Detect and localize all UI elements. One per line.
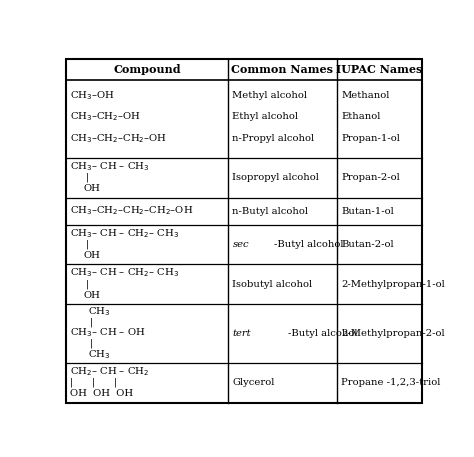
Text: -Butyl alcohol: -Butyl alcohol xyxy=(274,240,344,249)
Text: n-Butyl alcohol: n-Butyl alcohol xyxy=(232,207,309,216)
Text: Butan-2-ol: Butan-2-ol xyxy=(341,240,394,249)
Text: IUPAC Names: IUPAC Names xyxy=(336,64,423,75)
Text: Propan-2-ol: Propan-2-ol xyxy=(341,173,400,182)
Text: |: | xyxy=(90,318,93,327)
Text: Glycerol: Glycerol xyxy=(232,378,275,387)
Text: CH$_3$–OH: CH$_3$–OH xyxy=(70,89,115,102)
Text: OH: OH xyxy=(84,251,101,260)
Text: |      |      |: | | | xyxy=(70,378,118,388)
Text: 2-Methylpropan-1-ol: 2-Methylpropan-1-ol xyxy=(341,280,445,289)
Text: |: | xyxy=(90,339,93,348)
Text: Methyl alcohol: Methyl alcohol xyxy=(232,91,308,100)
Text: CH$_3$: CH$_3$ xyxy=(88,305,110,318)
Text: Compound: Compound xyxy=(113,64,181,75)
Text: |: | xyxy=(86,173,89,182)
Text: sec: sec xyxy=(232,240,249,249)
Text: |: | xyxy=(86,240,89,250)
Text: CH$_3$– CH – CH$_2$– CH$_3$: CH$_3$– CH – CH$_2$– CH$_3$ xyxy=(70,227,179,239)
Text: Butan-1-ol: Butan-1-ol xyxy=(341,207,394,216)
Text: Ethanol: Ethanol xyxy=(341,112,381,122)
Text: Common Names: Common Names xyxy=(231,64,333,75)
Text: Ethyl alcohol: Ethyl alcohol xyxy=(232,112,299,122)
Text: Isopropyl alcohol: Isopropyl alcohol xyxy=(232,173,319,182)
Text: Propane -1,2,3-triol: Propane -1,2,3-triol xyxy=(341,378,440,387)
Text: CH$_3$– CH – OH: CH$_3$– CH – OH xyxy=(70,327,146,340)
Text: Propan-1-ol: Propan-1-ol xyxy=(341,134,400,143)
Text: -Butyl alcohol: -Butyl alcohol xyxy=(289,329,358,338)
Text: Methanol: Methanol xyxy=(341,91,390,100)
Text: CH$_2$– CH – CH$_2$: CH$_2$– CH – CH$_2$ xyxy=(70,365,150,377)
Text: Isobutyl alcohol: Isobutyl alcohol xyxy=(232,280,312,289)
Text: n-Propyl alcohol: n-Propyl alcohol xyxy=(232,134,315,143)
Text: CH$_3$– CH – CH$_2$– CH$_3$: CH$_3$– CH – CH$_2$– CH$_3$ xyxy=(70,266,179,279)
Text: OH: OH xyxy=(84,291,101,300)
Text: CH$_3$: CH$_3$ xyxy=(88,348,110,361)
Text: |: | xyxy=(86,280,89,289)
Text: CH$_3$– CH – CH$_3$: CH$_3$– CH – CH$_3$ xyxy=(70,160,150,173)
Text: CH$_3$–CH$_2$–OH: CH$_3$–CH$_2$–OH xyxy=(70,111,141,123)
Text: CH$_3$–CH$_2$–CH$_2$–CH$_2$–OH: CH$_3$–CH$_2$–CH$_2$–CH$_2$–OH xyxy=(70,205,193,218)
Text: tert: tert xyxy=(232,329,251,338)
Text: OH  OH  OH: OH OH OH xyxy=(70,389,133,399)
Text: 2-Methylpropan-2-ol: 2-Methylpropan-2-ol xyxy=(341,329,445,338)
Text: CH$_3$–CH$_2$–CH$_2$–OH: CH$_3$–CH$_2$–CH$_2$–OH xyxy=(70,132,167,145)
Text: OH: OH xyxy=(84,185,101,193)
